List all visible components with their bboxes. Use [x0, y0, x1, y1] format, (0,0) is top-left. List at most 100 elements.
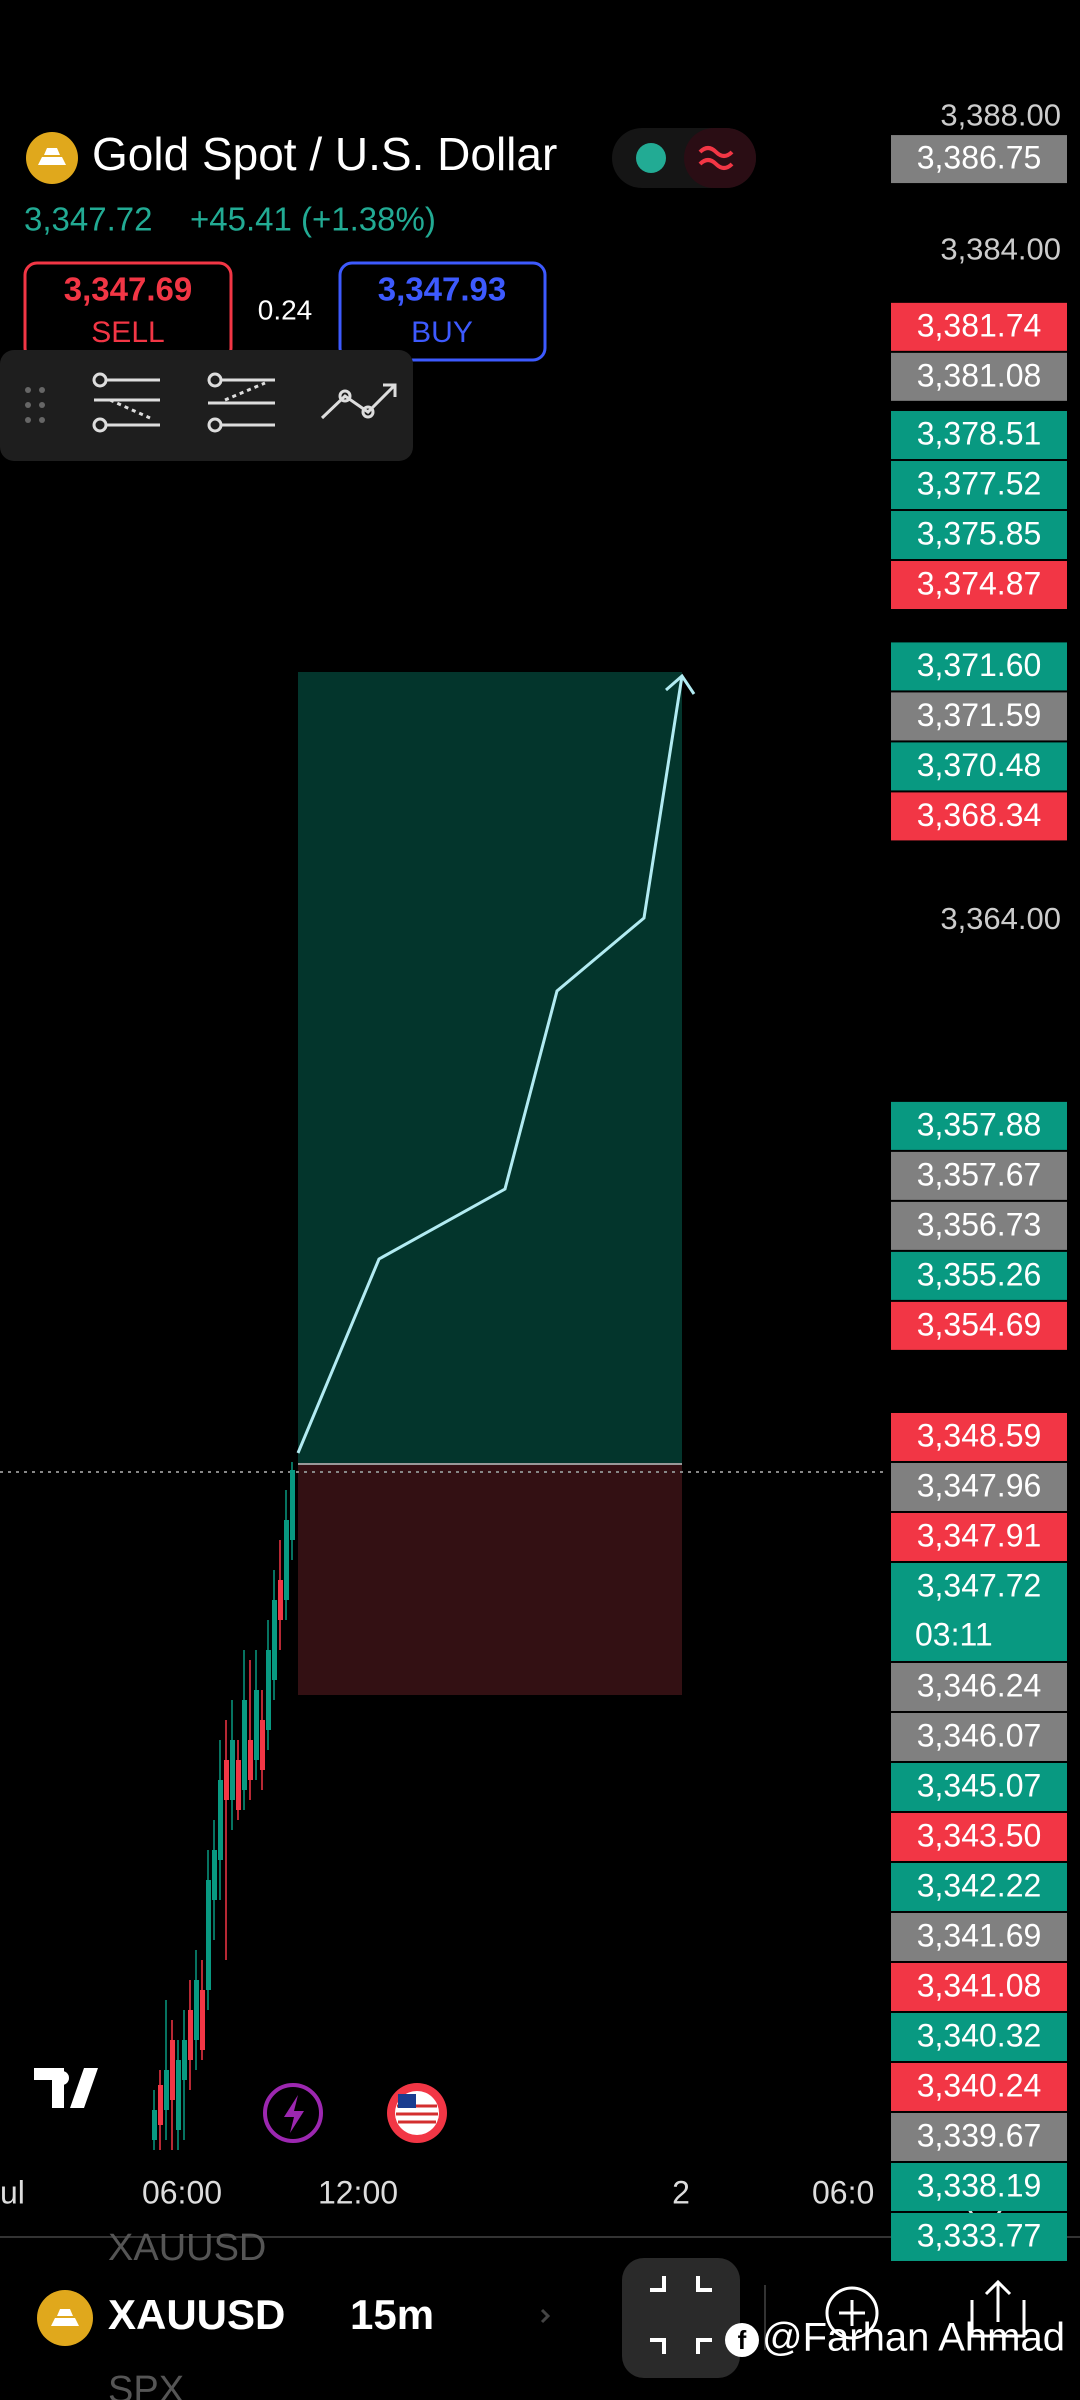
price-label [891, 511, 1067, 560]
fullscreen-button[interactable] [622, 2258, 740, 2378]
price-label-text: 3,338.19 [917, 2167, 1042, 2203]
price-label-text: 3,378.51 [917, 415, 1042, 451]
price-label [891, 1962, 1067, 2011]
price-label [891, 135, 1067, 184]
price-label [891, 1562, 1067, 1661]
price-label [891, 2112, 1067, 2161]
tradingview-logo[interactable] [34, 2068, 98, 2108]
price-label [891, 1662, 1067, 1711]
target-zone[interactable] [298, 672, 682, 1464]
candle-body [278, 1580, 283, 1620]
price-label [891, 2062, 1067, 2111]
price-label [891, 692, 1067, 741]
lightning-icon [284, 2095, 304, 2133]
price-label [891, 2012, 1067, 2061]
sell-price: 3,347.69 [64, 271, 192, 308]
buy-price: 3,347.93 [378, 271, 506, 308]
facebook-icon [725, 2323, 759, 2357]
price-change: +45.41 (+1.38%) [190, 201, 436, 238]
price-label-text: 3,347.91 [917, 1517, 1042, 1553]
candle-body [152, 2110, 157, 2140]
price-label-text: 3,342.22 [917, 1867, 1042, 1903]
footer-gold-bars [51, 2309, 79, 2326]
candle-body [200, 1990, 205, 2050]
time-label: ul [0, 2174, 25, 2210]
price-label [891, 302, 1067, 351]
price-label-text: 3,377.52 [917, 465, 1042, 501]
price-label-text: 3,370.48 [917, 747, 1042, 783]
candles [152, 1462, 295, 2150]
price-label [891, 2212, 1067, 2261]
buy-label: BUY [411, 316, 473, 349]
time-label: 06:00 [142, 2174, 222, 2210]
candle-body [260, 1720, 265, 1770]
price-label [891, 1151, 1067, 1200]
add-button[interactable] [825, 2286, 879, 2340]
price-label [891, 2162, 1067, 2211]
candle-body [206, 1880, 211, 1990]
stop-zone[interactable] [298, 1464, 682, 1695]
price-label [891, 792, 1067, 841]
y-tick-label: 3,388.00 [940, 97, 1061, 132]
candle-body [170, 2040, 175, 2100]
facebook-f: f [738, 2325, 747, 2355]
candle-body [212, 1850, 217, 1900]
price-label-text: 3,345.07 [917, 1767, 1042, 1803]
price-label [891, 461, 1067, 510]
price-label [891, 1251, 1067, 1300]
buy-button[interactable] [338, 261, 547, 362]
projection-path [296, 675, 684, 1454]
price-label [891, 411, 1067, 460]
price-label [891, 1812, 1067, 1861]
last-price: 3,347.72 [24, 201, 152, 238]
price-label-text: 3,371.60 [917, 647, 1042, 683]
price-label [891, 1101, 1067, 1150]
prev-symbol: XAUUSD [108, 2227, 266, 2269]
interval[interactable]: 15m [350, 2291, 434, 2338]
price-label-text: 3,340.24 [917, 2067, 1042, 2103]
status-pill-right [684, 128, 756, 188]
candle-body [254, 1690, 259, 1760]
next-symbol: SPX [108, 2369, 184, 2400]
price-label [891, 1712, 1067, 1761]
time-label: 06:0 [812, 2174, 874, 2210]
watermark: @Farhan Ahmad [762, 2316, 1065, 2360]
share-button[interactable] [970, 2279, 1026, 2338]
price-label-text: 3,347.96 [917, 1467, 1042, 1503]
symbol-title[interactable]: Gold Spot / U.S. Dollar [92, 128, 557, 180]
price-label-text: 3,357.88 [917, 1106, 1042, 1142]
collapse-icon [650, 2276, 712, 2354]
price-label [891, 1301, 1067, 1350]
price-label-text: 3,355.26 [917, 1256, 1042, 1292]
price-label [891, 352, 1067, 401]
tradingview-logo-dot [55, 2071, 69, 2085]
market-open-dot [636, 143, 666, 173]
candle-body [224, 1760, 229, 1800]
candle-body [164, 2070, 169, 2110]
countdown: 03:11 [915, 1616, 993, 1652]
price-label [891, 1912, 1067, 1961]
price-label-text: 3,375.85 [917, 515, 1042, 551]
price-label [891, 1862, 1067, 1911]
price-label [891, 1512, 1067, 1561]
tool-long-position[interactable] [92, 372, 160, 433]
events-button[interactable] [263, 2083, 323, 2143]
price-label-text: 3,343.50 [917, 1817, 1042, 1853]
tool-path[interactable] [320, 383, 397, 420]
price-label-text: 3,347.72 [917, 1567, 1042, 1603]
candle-body [266, 1650, 271, 1730]
candle-body [230, 1740, 235, 1800]
y-tick-label: 3,364.00 [940, 901, 1061, 936]
candle-body [194, 1980, 199, 2040]
drag-handle[interactable] [25, 387, 45, 423]
tool-short-position[interactable] [207, 372, 275, 433]
price-label-text: 3,386.75 [917, 140, 1042, 176]
footer-symbol[interactable]: XAUUSD [108, 2291, 285, 2338]
price-label-text: 3,381.08 [917, 357, 1042, 393]
candle-body [242, 1700, 247, 1790]
price-label [891, 1762, 1067, 1811]
plus-icon [839, 2300, 865, 2326]
y-tick-label: 3,384.00 [940, 231, 1061, 266]
